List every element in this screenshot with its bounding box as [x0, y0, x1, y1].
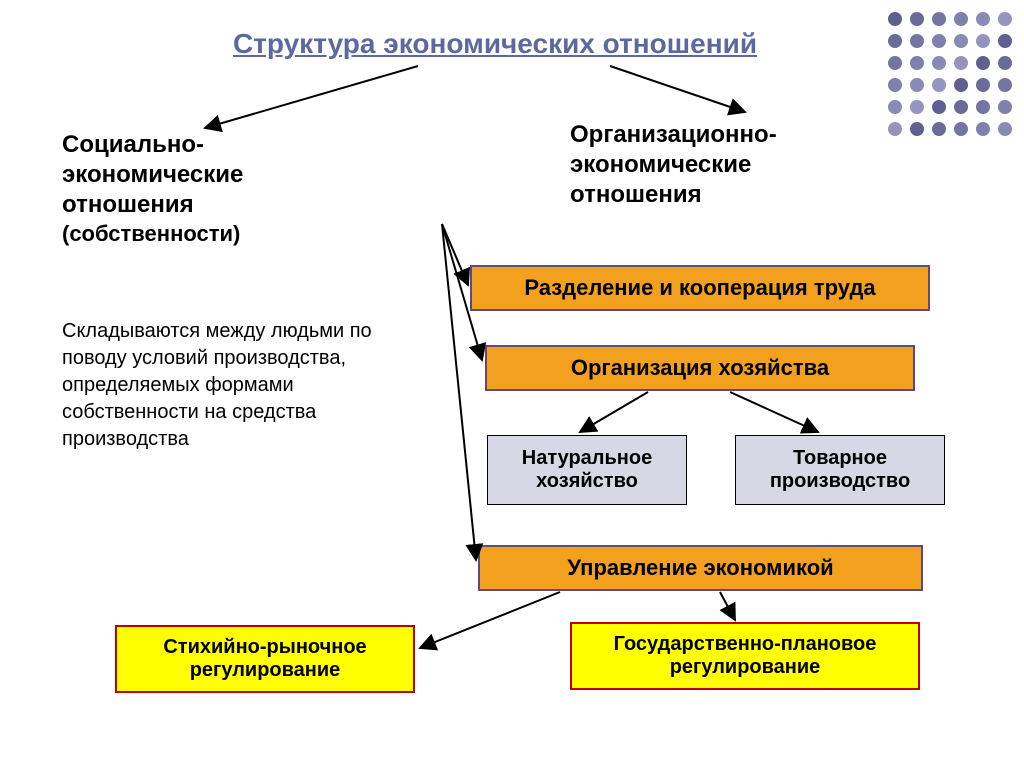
right-branch-heading: Организационно-экономическиеотношения [570, 120, 870, 210]
box-organization: Организация хозяйства [485, 345, 915, 391]
box-division-cooperation: Разделение и кооперация труда [470, 265, 930, 311]
box-state-regulation: Государственно-плановое регулирование [570, 622, 920, 690]
left-branch-heading: Социально-экономическиеотношения(собстве… [62, 130, 342, 248]
box-market-regulation: Стихийно-рыночное регулирование [115, 625, 415, 693]
box-natural-economy: Натуральное хозяйство [487, 435, 687, 505]
page-title: Структура экономических отношений [215, 28, 775, 60]
box-commodity-production: Товарное производство [735, 435, 945, 505]
left-branch-description: Складываются между людьми по поводу усло… [62, 318, 382, 453]
box-economy-management: Управление экономикой [478, 545, 923, 591]
dot-grid-decoration [888, 12, 1020, 144]
